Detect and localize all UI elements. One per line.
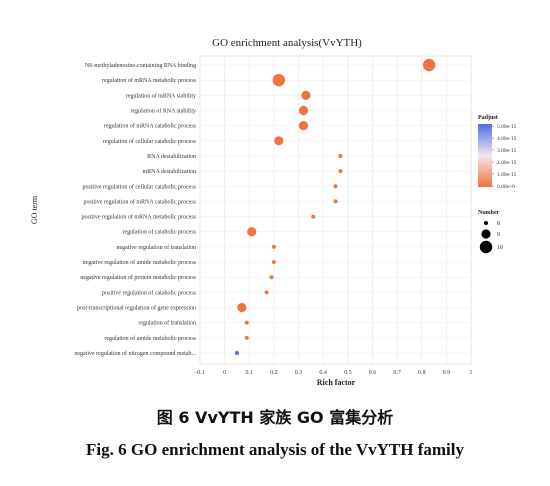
go-term-label: positive regulation of mRNA metabolic pr…	[82, 214, 197, 221]
x-tick-label: 0.5	[344, 370, 352, 376]
go-enrichment-chart: GO enrichment analysis(VvYTH) N6-methyla…	[30, 37, 517, 387]
go-term-label: positive regulation of cellular cataboli…	[83, 183, 197, 190]
x-tick-label: 0	[223, 370, 226, 376]
x-tick-label: 1	[470, 370, 473, 376]
y-tick-labels: N6-methyladenosine-containing RNA bindin…	[74, 63, 196, 357]
data-point	[338, 153, 343, 158]
number-legend-dot	[484, 221, 488, 225]
data-point	[244, 335, 249, 340]
data-point	[274, 136, 284, 146]
number-legend-dot	[481, 229, 491, 239]
data-points	[234, 58, 436, 355]
number-legend-title: Number	[478, 210, 500, 216]
x-tick-label: 0.2	[270, 370, 278, 376]
data-point	[237, 302, 247, 313]
go-term-label: regulation of RNA stability	[131, 107, 197, 114]
number-legend-label: 8	[497, 221, 500, 227]
data-point	[333, 199, 338, 204]
padjust-legend-label: 1.00e-15	[497, 172, 517, 178]
go-term-label: negative regulation of protein metabolic…	[80, 274, 196, 281]
y-axis-label: GO term	[30, 195, 39, 224]
x-tick-label: 0.9	[443, 370, 451, 376]
go-term-label: N6-methyladenosine-containing RNA bindin…	[85, 63, 196, 69]
number-legend-dot	[479, 240, 493, 254]
data-point	[264, 290, 269, 295]
data-point	[298, 121, 309, 131]
figure-caption-english: Fig. 6 GO enrichment analysis of the VvY…	[86, 440, 464, 459]
padjust-legend-label: 3.00e-15	[497, 148, 517, 154]
x-tick-labels: -0.1 0 0.1 0.2 0.3 0.4 0.5 0.6 0.7 0.8 0.9 1	[195, 370, 472, 376]
go-term-label: regulation of catabolic process	[123, 229, 197, 236]
grid-lines	[199, 56, 472, 364]
go-term-label: regulation of cellular catabolic process	[103, 138, 197, 145]
padjust-color-bar	[478, 124, 492, 187]
chart-title: GO enrichment analysis(VvYTH)	[212, 37, 362, 49]
go-term-label: regulation of mRNA metabolic process	[102, 77, 197, 84]
data-point	[338, 169, 343, 174]
go-term-label: mRNA destabilization	[143, 169, 197, 175]
plot-frame	[199, 55, 472, 365]
x-tick-label: 0.4	[319, 370, 327, 376]
data-point	[311, 214, 316, 219]
data-point	[271, 260, 276, 265]
x-tick-label: 0.1	[246, 370, 254, 376]
go-term-label: positive regulation of mRNA catabolic pr…	[84, 198, 197, 205]
x-tick-label: -0.1	[195, 370, 205, 376]
x-axis-label: Rich factor	[317, 378, 356, 387]
x-tick-label: 0.7	[393, 370, 401, 376]
data-point	[271, 244, 276, 249]
data-point	[301, 90, 311, 100]
go-term-label: regulation of mRNA catabolic process	[104, 123, 197, 130]
go-term-label: negative regulation of translation	[117, 244, 196, 251]
x-tick-label: 0.3	[295, 370, 303, 376]
padjust-legend-labels: 5.00e-15 4.00e-15 3.00e-15 2.00e-15 1.00e-15…	[492, 124, 517, 190]
figure-caption-chinese: 图 6 VvYTH 家族 GO 富集分析	[156, 408, 394, 427]
data-point	[272, 73, 286, 87]
go-term-label: negative regulation of amide metabolic p…	[83, 259, 197, 266]
padjust-legend-title: Padjust	[478, 115, 498, 121]
data-point	[422, 58, 436, 72]
padjust-legend: Padjust 5.00e-15 4.00e-15 3.00e-15 2.00e-15…	[478, 115, 517, 190]
data-point	[298, 105, 309, 116]
number-legend-items: 8 9 10	[479, 221, 503, 254]
go-term-label: RNA destabilization	[147, 154, 196, 160]
padjust-legend-label: 5.00e-15	[497, 124, 517, 130]
go-term-label: post-transcriptional regulation of gene …	[77, 305, 196, 312]
data-point	[244, 320, 249, 325]
go-term-label: negative regulation of nitrogen compound…	[74, 350, 196, 357]
number-legend-label: 10	[497, 245, 503, 251]
x-tick-label: 0.8	[418, 370, 426, 376]
number-legend-label: 9	[497, 232, 500, 238]
data-point	[234, 351, 239, 355]
number-legend: Number 8 9 10	[478, 210, 503, 254]
data-point	[269, 275, 274, 280]
go-term-label: regulation of translation	[138, 320, 196, 327]
padjust-legend-label: 4.00e-15	[497, 136, 517, 142]
x-tick-label: 0.6	[369, 370, 377, 376]
data-point	[247, 227, 257, 237]
go-term-label: regulation of mRNA stability	[126, 92, 196, 99]
go-term-label: regulation of amide metabolic process	[104, 335, 196, 342]
go-term-label: positive regulation of catabolic process	[102, 289, 197, 296]
padjust-legend-label: 2.00e-15	[497, 160, 517, 166]
data-point	[333, 184, 338, 189]
padjust-legend-label: 0.00e+0	[497, 184, 515, 190]
